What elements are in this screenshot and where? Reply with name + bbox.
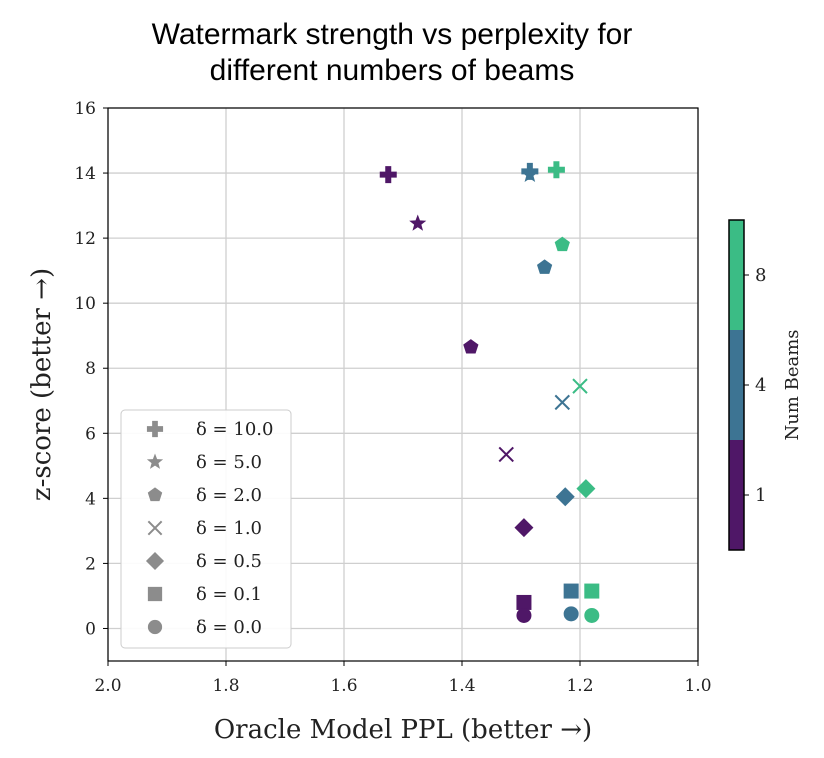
y-tick-label: 8: [85, 359, 96, 379]
point-diamond: [514, 518, 534, 538]
legend-marker-diamond: [145, 551, 165, 571]
legend-item: δ = 0.5: [145, 551, 262, 572]
legend-item: δ = 0.1: [147, 584, 262, 605]
legend-marker-star: [146, 453, 164, 469]
legend-item: δ = 1.0: [147, 518, 262, 539]
data-points: [379, 161, 600, 623]
point-x: [498, 446, 514, 463]
colorbar-frame: [728, 219, 745, 551]
point-circle: [563, 606, 579, 622]
legend-label: δ = 10.0: [196, 419, 273, 440]
point-pentagon: [554, 236, 570, 252]
legend-marker-square: [147, 586, 163, 602]
point-square: [516, 594, 532, 610]
y-tick-label: 0: [85, 619, 96, 639]
colorbar-label: Num Beams: [782, 329, 803, 440]
point-plus: [547, 161, 565, 179]
plot-area: [107, 107, 699, 662]
point-circle: [584, 607, 600, 623]
chart-title-line: Watermark strength vs perplexity for: [152, 18, 633, 51]
point-x: [554, 394, 571, 411]
y-tick-label: 16: [74, 99, 96, 119]
legend-marker-plus: [146, 420, 164, 438]
y-tick-label: 10: [74, 294, 96, 314]
point-plus: [379, 166, 397, 184]
x-tick-label: 1.8: [212, 676, 239, 696]
series-beams-1: [379, 166, 534, 623]
point-pentagon: [536, 259, 553, 274]
y-tick-label: 14: [74, 164, 96, 184]
legend: δ = 10.0 δ = 5.0 δ = 2.0 δ = 1.0 δ = 0.5 δ = …: [120, 409, 292, 649]
series-beams-4: [521, 162, 579, 622]
legend-label: δ = 5.0: [196, 452, 262, 473]
y-tick-label: 6: [85, 424, 96, 444]
legend-label: δ = 0.5: [196, 551, 262, 572]
point-star: [409, 214, 427, 231]
legend-item: δ = 5.0: [146, 452, 262, 473]
point-x: [572, 378, 588, 394]
legend-marker-circle: [147, 619, 163, 635]
x-tick-label: 2.0: [94, 676, 121, 696]
y-tick-label: 12: [74, 229, 96, 249]
legend-item: δ = 10.0: [146, 419, 273, 440]
colorbar-tick-label: 1: [755, 485, 766, 506]
legend-label: δ = 1.0: [196, 518, 262, 539]
y-tick-label: 4: [85, 489, 96, 509]
y-tick-label: 2: [85, 554, 96, 574]
colorbar-band: [729, 330, 744, 440]
legend-item: δ = 2.0: [147, 485, 262, 506]
legend-box: [120, 409, 292, 649]
colorbar-band: [729, 220, 744, 330]
legend-item: δ = 0.0: [147, 617, 262, 638]
legend-marker-pentagon: [147, 487, 163, 502]
point-circle: [516, 607, 532, 623]
x-tick-label: 1.4: [448, 676, 475, 696]
x-tick-label: 1.2: [566, 676, 593, 696]
colorbar-tick-label: 8: [755, 265, 766, 286]
x-tick-label: 1.0: [684, 676, 711, 696]
point-diamond: [576, 479, 596, 499]
legend-label: δ = 2.0: [196, 485, 262, 506]
chart-title-line: different numbers of beams: [210, 54, 575, 87]
x-tick-label: 1.6: [330, 676, 357, 696]
colorbar-tick-label: 4: [755, 375, 766, 396]
point-diamond: [555, 487, 575, 507]
series-beams-8: [547, 161, 600, 623]
point-square: [563, 583, 579, 599]
x-axis-label: Oracle Model PPL (better →): [214, 715, 592, 745]
point-star: [521, 165, 539, 182]
legend-marker-x: [147, 520, 163, 536]
axis-ticks: 2.0 1.8 1.6 1.4 1.2 1.0 0 2 4 6 8 10 12 14 16: [74, 99, 711, 696]
colorbar-band: [729, 440, 744, 550]
y-axis-label: z-score (better →): [27, 268, 57, 501]
legend-label: δ = 0.1: [196, 584, 262, 605]
point-square: [584, 583, 600, 599]
chart-title: Watermark strength vs perplexity fordiff…: [152, 18, 633, 87]
legend-label: δ = 0.0: [196, 617, 262, 638]
colorbar: 1 4 8 Num Beams: [728, 219, 803, 551]
point-pentagon: [463, 339, 479, 354]
